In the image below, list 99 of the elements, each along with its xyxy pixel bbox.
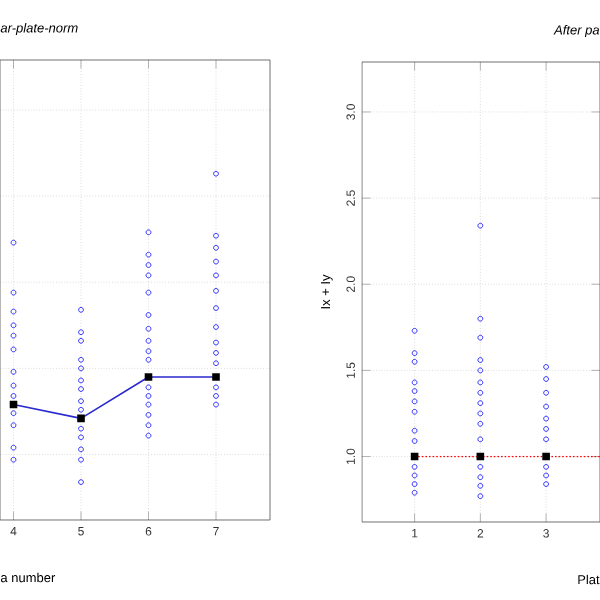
point — [477, 379, 484, 386]
point — [10, 308, 17, 315]
point — [543, 415, 549, 422]
point — [213, 232, 219, 239]
point — [411, 388, 418, 394]
point — [145, 401, 152, 408]
point — [477, 410, 484, 417]
point — [78, 398, 84, 404]
point — [411, 472, 418, 479]
point — [213, 244, 219, 251]
point — [543, 472, 549, 479]
point — [10, 289, 17, 296]
point — [411, 464, 418, 470]
point — [411, 427, 418, 434]
point — [477, 436, 484, 443]
point — [78, 434, 84, 441]
point — [78, 446, 84, 453]
point — [213, 324, 219, 330]
point — [145, 338, 152, 344]
point — [145, 422, 152, 429]
point — [213, 339, 219, 346]
point — [145, 251, 152, 258]
point — [477, 315, 484, 322]
point — [411, 350, 418, 356]
point — [477, 493, 484, 499]
point — [144, 373, 153, 381]
point — [543, 464, 549, 470]
point — [145, 289, 152, 296]
point — [145, 412, 152, 418]
point — [10, 332, 17, 339]
point — [78, 307, 84, 313]
point — [543, 481, 549, 487]
point — [543, 389, 549, 396]
point — [477, 400, 484, 406]
point — [78, 456, 84, 463]
point — [78, 425, 84, 432]
point — [145, 229, 152, 236]
point — [145, 325, 152, 332]
point — [543, 364, 549, 370]
point — [213, 272, 219, 279]
point — [10, 456, 17, 463]
point — [213, 384, 219, 391]
point — [78, 406, 84, 413]
point — [411, 481, 418, 487]
point — [145, 384, 152, 391]
point — [477, 464, 484, 470]
point — [477, 483, 484, 489]
point — [145, 432, 152, 439]
point — [78, 365, 84, 372]
point — [213, 288, 219, 294]
point — [543, 376, 549, 382]
point — [213, 401, 219, 408]
point — [477, 367, 484, 374]
point — [477, 334, 484, 341]
point — [213, 258, 219, 265]
point — [477, 389, 484, 396]
point — [145, 393, 152, 399]
point — [411, 438, 418, 444]
point — [78, 338, 84, 344]
point — [10, 422, 17, 429]
point — [411, 327, 418, 334]
point — [145, 348, 152, 354]
point — [411, 379, 418, 386]
point — [543, 426, 549, 432]
point — [10, 382, 17, 389]
point — [213, 393, 219, 399]
point — [542, 452, 550, 461]
point — [477, 357, 484, 363]
point — [145, 356, 152, 363]
point — [78, 356, 84, 363]
point — [411, 358, 418, 365]
point — [145, 272, 152, 279]
point — [411, 408, 418, 415]
point — [10, 393, 17, 399]
point — [10, 239, 17, 246]
point — [10, 322, 17, 329]
point — [213, 350, 219, 356]
point — [10, 369, 17, 375]
point — [78, 386, 84, 392]
point — [477, 222, 484, 229]
point — [212, 373, 220, 381]
point — [10, 410, 17, 416]
point — [543, 436, 549, 443]
point — [411, 398, 418, 405]
point — [543, 403, 549, 410]
point — [78, 329, 84, 336]
point — [78, 377, 84, 384]
point — [78, 479, 84, 485]
point — [477, 474, 484, 480]
point — [10, 444, 17, 451]
point — [145, 262, 152, 268]
point — [77, 414, 85, 423]
point — [213, 360, 219, 367]
point — [145, 312, 152, 318]
point — [10, 346, 17, 353]
point — [411, 489, 418, 496]
point — [213, 305, 219, 311]
point — [477, 420, 484, 427]
point — [213, 170, 219, 177]
